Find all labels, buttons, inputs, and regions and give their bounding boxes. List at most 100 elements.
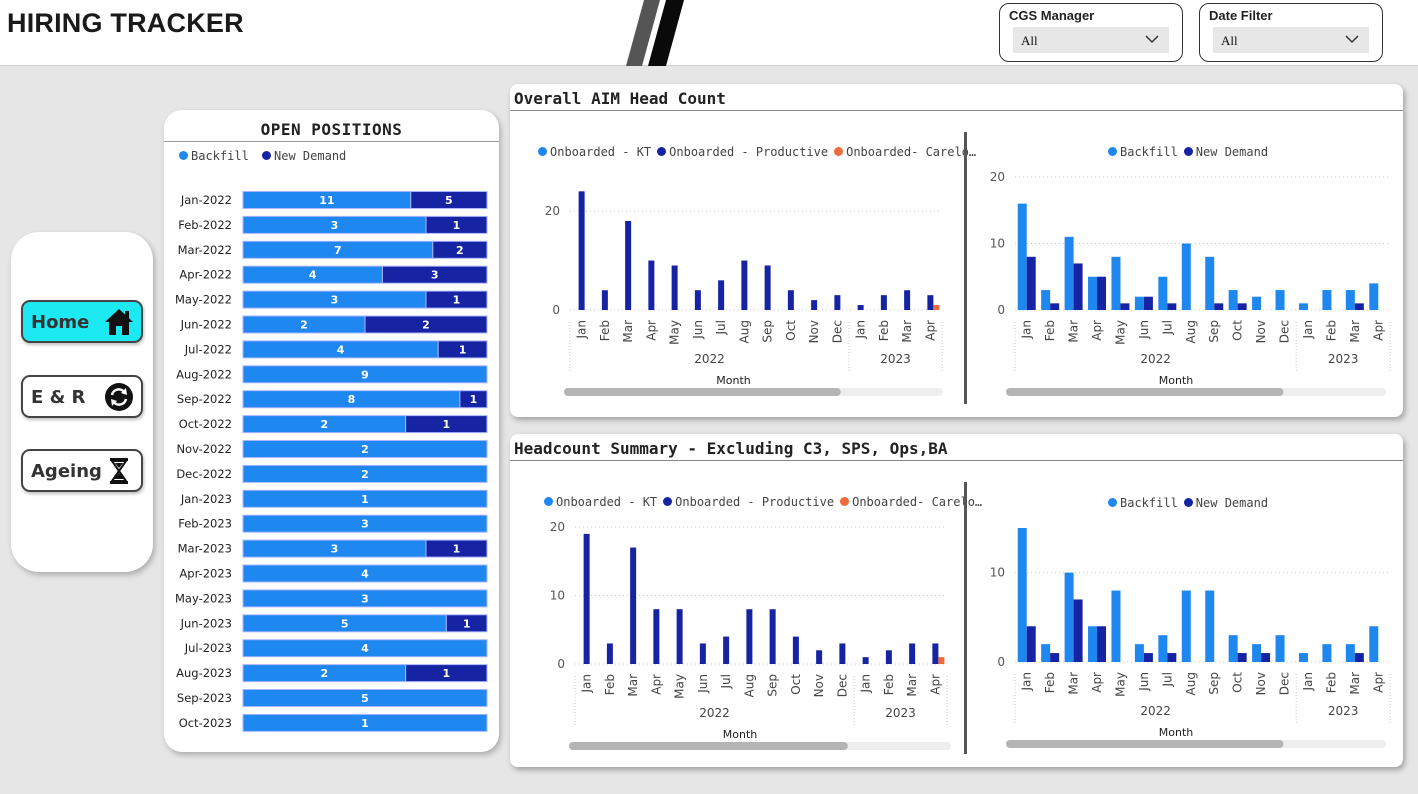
backfill-bar [1064, 572, 1074, 662]
y-tick-label: 20 [550, 520, 565, 534]
legend-label: Backfill [191, 149, 249, 163]
x-axis-title: Month [723, 728, 758, 741]
title-divider [510, 460, 1403, 461]
x-tick-label: Jan [580, 674, 594, 694]
x-tick-label: Jul [1160, 320, 1174, 335]
backfill-value-label: 2 [361, 443, 369, 456]
row-label: Nov-2022 [176, 442, 232, 456]
x-tick-label: Aug [1184, 672, 1198, 695]
backfill-bar [1275, 635, 1285, 662]
home-icon [105, 309, 133, 335]
chart-divider [964, 132, 967, 404]
nav-label: Ageing [31, 461, 102, 482]
onboarded-productive-bar [699, 643, 706, 664]
onboarded-productive-bar [904, 290, 911, 310]
new-demand-bar [1026, 626, 1036, 662]
row-label: Dec-2022 [176, 467, 232, 481]
new-demand-bar [445, 614, 488, 633]
legend-item-onboarded-productive: Onboarded - Productive [663, 495, 834, 509]
x-tick-label: May [668, 320, 682, 345]
scrollbar-thumb[interactable] [1006, 740, 1284, 748]
onboarded-productive-bar [857, 305, 864, 310]
nav-button-e-and-r[interactable]: E & R [21, 375, 143, 418]
refresh-icon [105, 383, 133, 411]
scrollbar-thumb[interactable] [569, 742, 848, 750]
onboarded-carelon-bar [933, 305, 940, 310]
backfill-bar [242, 489, 488, 508]
backfill-bar [242, 440, 488, 458]
legend-label: Backfill [1120, 496, 1178, 510]
backfill-bar [1111, 256, 1121, 310]
row-label: Jun-2023 [180, 616, 232, 630]
onboarded-productive-bar [648, 260, 655, 310]
nav-button-ageing[interactable]: Ageing [21, 449, 143, 492]
year-label: 2022 [1140, 352, 1171, 366]
x-tick-label: Jun [1137, 672, 1151, 692]
row-label: Jan-2022 [180, 193, 232, 207]
nav-button-home[interactable]: Home [21, 300, 143, 343]
x-tick-label: Sep [1207, 672, 1221, 695]
x-tick-label: Sep [1207, 320, 1221, 343]
x-tick-label: May [1113, 672, 1127, 697]
x-tick-label: Aug [737, 320, 751, 343]
backfill-value-label: 2 [300, 319, 308, 332]
scrollbar-thumb[interactable] [564, 388, 841, 396]
onboarded-productive-bar [816, 650, 823, 664]
x-tick-label: Mar [621, 320, 635, 343]
legend-item-onboarded-carelon: Onboarded- Carelo… [840, 495, 982, 509]
new-demand-bar [425, 290, 488, 309]
new-demand-value-label: 1 [453, 219, 461, 232]
y-tick-label: 10 [550, 589, 565, 603]
scrollbar-thumb[interactable] [1006, 388, 1284, 396]
x-tick-label: Apr [928, 674, 942, 695]
new-demand-value-label: 1 [459, 343, 467, 356]
cgs-manager-label: CGS Manager [1009, 8, 1095, 23]
new-demand-bar [1050, 653, 1060, 662]
backfill-bar [1205, 256, 1215, 310]
new-demand-bar [437, 340, 488, 359]
date-filter-dropdown[interactable]: All [1213, 27, 1369, 53]
backfill-value-label: 3 [331, 219, 339, 232]
legend-item-new-demand: New Demand [1183, 145, 1268, 159]
backfill-bar [1134, 644, 1144, 662]
new-demand-bar [405, 415, 488, 434]
x-tick-label: Jul [714, 320, 728, 335]
new-demand-value-label: 1 [463, 617, 471, 630]
onboarded-productive-bar [792, 636, 799, 664]
onboarded-legend: Onboarded - KT Onboarded - Productive Onbo… [538, 145, 982, 159]
decorative-slash [626, 0, 684, 66]
new-demand-bar [1354, 303, 1364, 310]
onboarded-productive-bar [746, 609, 753, 664]
backfill-bar [242, 589, 488, 608]
backfill-value-label: 4 [337, 343, 345, 356]
row-label: Jul-2022 [184, 342, 232, 356]
backfill-bar [1322, 644, 1332, 662]
backfill-bar [1017, 528, 1027, 662]
new-demand-bar [405, 664, 488, 683]
legend-label: Onboarded - KT [550, 145, 652, 159]
x-axis-title: Month [1159, 726, 1194, 739]
title-divider [164, 141, 499, 142]
backfill-value-label: 3 [331, 543, 339, 556]
x-tick-label: Jan [1301, 672, 1315, 692]
onboarded-productive-bar [769, 609, 776, 664]
row-label: Apr-2022 [179, 268, 232, 282]
x-tick-label: Feb [1043, 320, 1057, 341]
new-demand-bar [381, 265, 488, 284]
onboarded-productive-bar [787, 290, 794, 310]
row-label: May-2023 [175, 591, 232, 605]
title-divider [510, 110, 1403, 111]
backfill-bar [242, 365, 488, 384]
overall-head-count-panel: Overall AIM Head Count Onboarded - KT Onb… [510, 84, 1403, 417]
backfill-bar [1181, 243, 1191, 310]
year-label: 2023 [885, 706, 916, 720]
onboarded-chart: 0 10 20 Jan Feb Mar Apr May Jun Jul Aug Sep Oct Nov De… [550, 520, 951, 750]
backfill-value-label: 5 [341, 617, 349, 630]
x-tick-label: May [673, 674, 687, 699]
x-tick-label: Sep [761, 320, 775, 343]
x-tick-label: Jan [575, 320, 589, 340]
onboarded-productive-bar [862, 657, 869, 664]
cgs-manager-dropdown[interactable]: All [1013, 27, 1169, 53]
onboarded-productive-bar [932, 643, 939, 664]
backfill-value-label: 5 [361, 692, 369, 705]
